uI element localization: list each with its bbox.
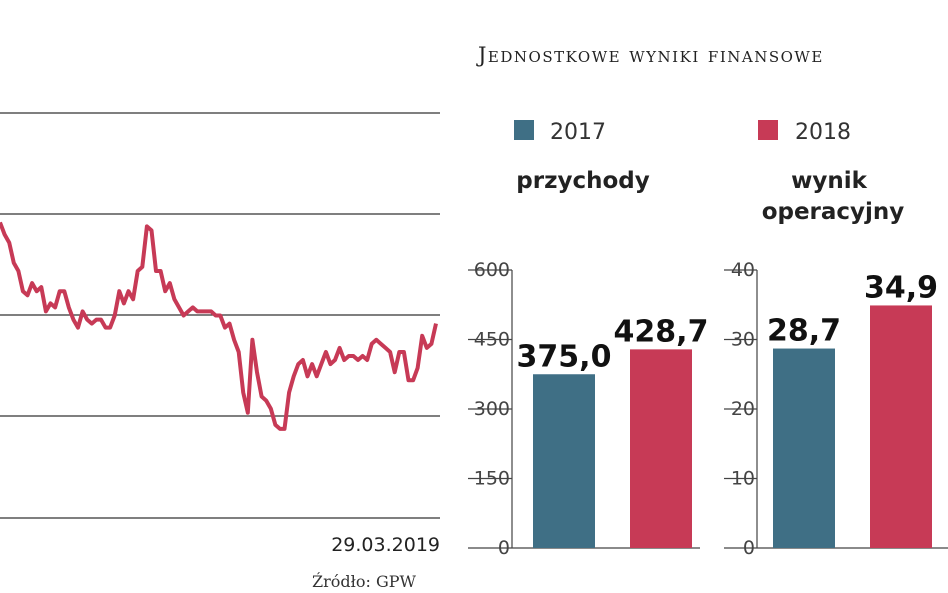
y-tick-label: 30 <box>731 329 755 351</box>
bar-value-label: 428,7 <box>614 314 709 349</box>
y-tick-label: 300 <box>474 398 510 420</box>
y-tick-label: 0 <box>743 537 755 559</box>
operating-result-bar-chart: 0 10 20 30 40 28,7 34,9 <box>724 259 948 559</box>
bar-2017 <box>533 374 595 548</box>
operating-result-chart-title: wynik operacyjny <box>762 168 905 225</box>
bar-2018 <box>630 349 692 548</box>
y-tick-label: 10 <box>731 468 755 490</box>
bar-value-label: 34,9 <box>864 270 938 305</box>
y-tick-label: 40 <box>731 259 755 281</box>
bar-value-label: 28,7 <box>767 314 841 349</box>
legend-swatch-2018 <box>758 120 778 140</box>
legend-label-2017: 2017 <box>550 120 606 145</box>
last-date-label: 29.03.2019 <box>331 534 440 556</box>
stock-line-chart: 29.03.2019 <box>0 112 440 556</box>
y-tick-label: 450 <box>474 329 510 351</box>
legend-label-2018: 2018 <box>795 120 851 145</box>
y-tick-label: 150 <box>474 468 510 490</box>
header-title: Jednostkowe wyniki finansowe <box>476 43 824 67</box>
y-tick-label: 20 <box>731 398 755 420</box>
bar-2018 <box>870 305 932 548</box>
legend-swatch-2017 <box>514 120 534 140</box>
legend: 2017 2018 <box>514 120 851 145</box>
bar-value-label: 375,0 <box>517 339 612 374</box>
y-tick-label: 0 <box>498 537 510 559</box>
price-line <box>0 221 438 431</box>
bar-2017 <box>773 348 835 548</box>
revenue-chart-title: przychody <box>516 168 649 194</box>
y-tick-label: 600 <box>474 259 510 281</box>
source-label: Źródło: GPW <box>312 571 416 591</box>
